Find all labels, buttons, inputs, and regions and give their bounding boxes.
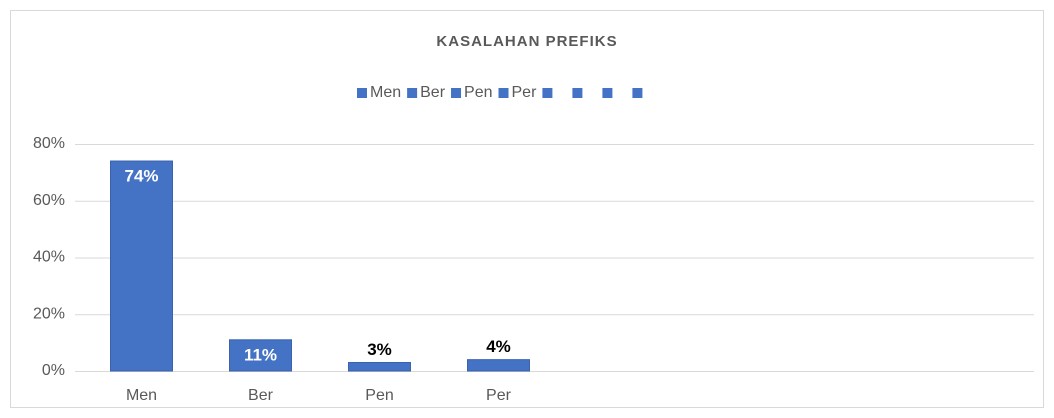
legend-swatch — [542, 88, 553, 98]
legend-label: Ber — [420, 84, 446, 101]
legend-swatch — [357, 88, 367, 98]
x-tick-label: Pen — [365, 387, 393, 404]
data-label: 74% — [124, 167, 158, 186]
legend-label: Men — [370, 84, 401, 101]
legend-label: Pen — [464, 84, 492, 101]
data-label: 3% — [367, 340, 392, 359]
x-tick-label: Per — [486, 387, 512, 404]
bar — [467, 359, 530, 372]
x-tick-label: Men — [126, 387, 157, 404]
bar — [110, 160, 173, 372]
bar — [348, 361, 411, 372]
y-tick-label: 20% — [33, 305, 65, 322]
legend-swatch — [451, 88, 462, 98]
y-tick-label: 60% — [33, 192, 65, 209]
bar — [229, 339, 292, 372]
chart-title: KASALAHAN PREFIKS — [436, 33, 617, 50]
data-label: 11% — [244, 345, 277, 364]
legend-swatch — [632, 88, 643, 98]
chart-border — [10, 10, 1044, 408]
x-tick-label: Ber — [248, 387, 274, 404]
y-tick-label: 80% — [33, 135, 65, 152]
legend-label: Per — [512, 84, 538, 101]
y-tick-label: 0% — [42, 362, 65, 379]
legend-swatch — [602, 88, 613, 98]
legend-swatch — [407, 88, 418, 98]
data-label: 4% — [486, 337, 511, 356]
legend-swatch — [498, 88, 509, 98]
legend-swatch — [572, 88, 583, 98]
y-tick-label: 40% — [33, 249, 65, 266]
